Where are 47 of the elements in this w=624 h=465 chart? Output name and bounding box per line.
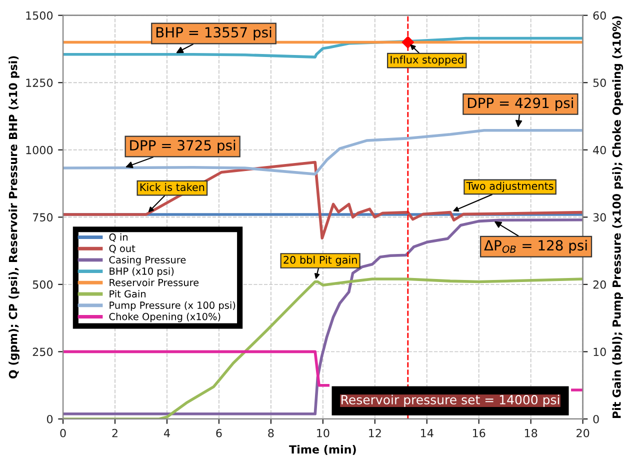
y-tick-label: 1000 — [26, 146, 53, 154]
y-tick-label: 500 — [32, 280, 53, 289]
y2-axis-title: Pit Gain (bbl); Pump Pressure (x100 psi); Choke Opening (x10%) — [612, 16, 624, 418]
y-tick-label: 0 — [46, 414, 53, 424]
x-tick-label: 16 — [473, 428, 486, 438]
x-axis-title: Time (min) — [289, 444, 356, 455]
y2-tick-label: 20 — [593, 280, 606, 289]
y2-tick-label: 40 — [593, 146, 606, 154]
annotation: DPP = 3725 psi — [130, 140, 236, 154]
legend-label: Pit Gain — [110, 290, 146, 298]
y2-tick-label: 60 — [593, 11, 606, 20]
annotation: ΔP$_{OB}$ = 128 psi — [484, 240, 587, 254]
legend-label: Casing Pressure — [109, 256, 186, 266]
line-series — [63, 128, 583, 176]
x-tick-label: 0 — [60, 428, 66, 438]
legend-label: Reservoir Pressure — [110, 278, 199, 286]
y-axis-title: Q (gpm); CP (psi), Reservoir Pressure BHP (x10 psi) — [8, 56, 20, 378]
annotation: DPP = 4291 psi — [468, 97, 573, 111]
legend-label: Pump Pressure (x 100 psi) — [110, 301, 236, 311]
y2-tick-label: 50 — [593, 78, 606, 87]
y-tick-label: 250 — [32, 348, 53, 356]
legend-label: Q out — [109, 244, 136, 254]
x-tick-label: 20 — [576, 428, 590, 438]
y2-tick-label: 30 — [593, 213, 606, 222]
x-tick-label: 4 — [164, 429, 170, 438]
x-tick-label: 12 — [369, 428, 381, 438]
annotation: 20 bbl Pit gain — [284, 256, 357, 266]
annotation: Two adjustments — [466, 182, 554, 192]
line-series — [63, 160, 583, 240]
legend-label: BHP (x10 psi) — [110, 267, 174, 277]
y2-tick-label: 0 — [593, 414, 599, 424]
y-tick-label: 1500 — [26, 11, 53, 20]
y2-tick-label: 10 — [594, 348, 606, 356]
y-tick-label: 750 — [33, 213, 53, 222]
annotation: Reservoir pressure set = 14000 psi — [342, 394, 560, 407]
x-tick-label: 2 — [112, 428, 118, 438]
legend-label: Q in — [109, 233, 128, 242]
x-tick-label: 14 — [421, 429, 434, 438]
x-tick-label: 18 — [524, 428, 538, 438]
x-tick-label: 6 — [216, 428, 222, 438]
y-tick-label: 1250 — [26, 78, 53, 87]
annotation: Influx stopped — [390, 56, 464, 66]
x-tick-label: 10 — [317, 428, 330, 438]
x-tick-label: 8 — [268, 428, 274, 438]
annotation: BHP = 13557 psi — [156, 26, 272, 40]
legend-label: Choke Opening (x10%) — [109, 312, 220, 322]
annotation: Kick is taken — [140, 183, 204, 192]
